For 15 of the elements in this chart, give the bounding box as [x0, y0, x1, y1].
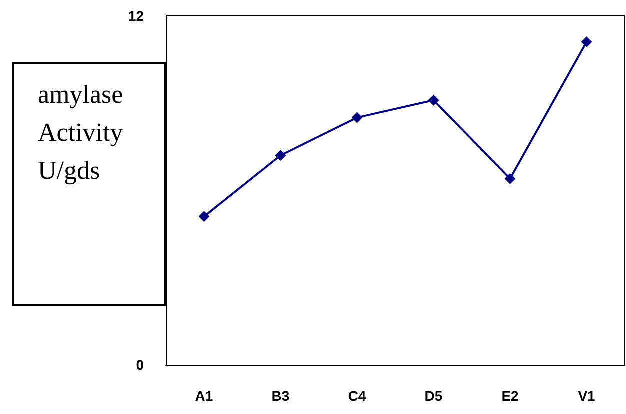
point [504, 173, 516, 184]
point [198, 211, 210, 222]
point [428, 94, 440, 106]
x-tick-label: V1 [578, 388, 596, 404]
x-tick-label: A1 [195, 388, 214, 404]
x-tick-label: E2 [502, 388, 520, 404]
point [352, 112, 363, 124]
x-tick-label: D5 [424, 388, 443, 404]
y-tick-label: 0 [136, 357, 144, 373]
point [581, 36, 592, 48]
y-tick-label: 12 [128, 8, 144, 24]
point [275, 150, 286, 162]
y-axis-title: amylase Activity U/gds [12, 62, 166, 306]
x-tick-label: C4 [348, 388, 366, 404]
x-tick-label: B3 [272, 388, 290, 404]
